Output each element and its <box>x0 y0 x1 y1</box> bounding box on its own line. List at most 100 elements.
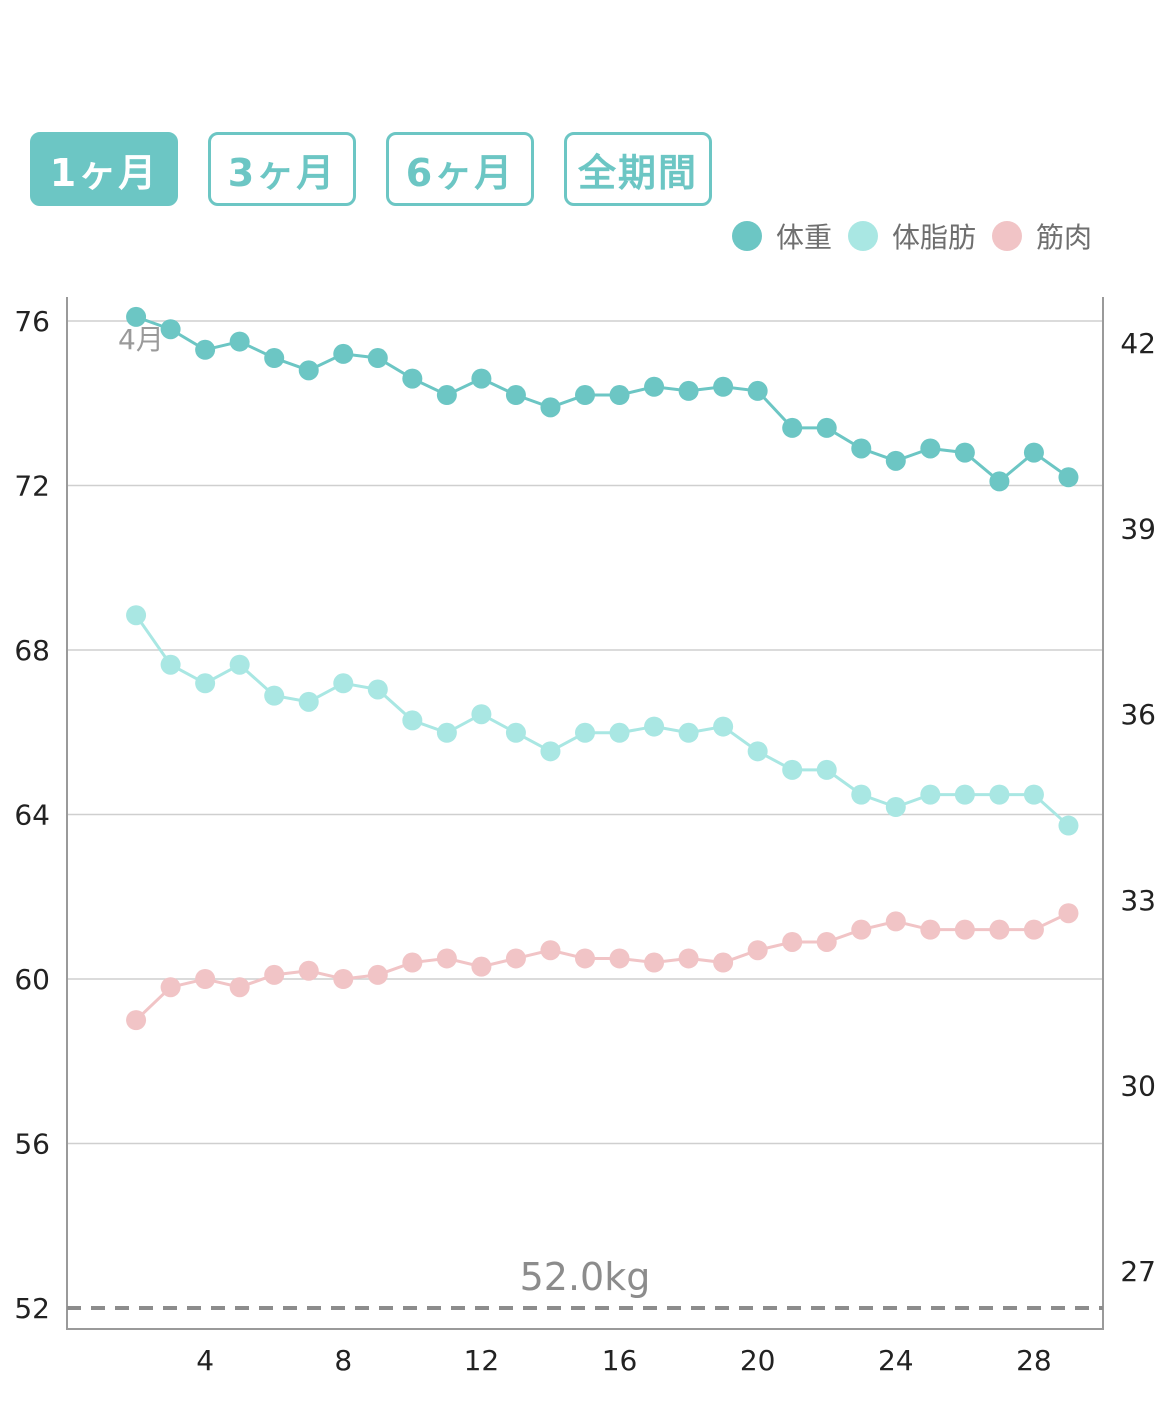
data-point <box>678 380 699 401</box>
tab-1-month[interactable]: 1ヶ月 <box>30 132 178 206</box>
y-left-tick-label: 56 <box>14 1128 50 1161</box>
data-point <box>713 376 734 397</box>
data-point <box>678 948 699 969</box>
legend-item-muscle: 筋肉 <box>991 216 1092 256</box>
x-tick-label: 4 <box>196 1344 214 1377</box>
y-left-tick-label: 72 <box>14 470 50 503</box>
data-point <box>644 952 665 973</box>
series-weight <box>126 306 1079 492</box>
data-point <box>367 964 388 985</box>
data-point <box>333 673 354 694</box>
data-point <box>505 948 526 969</box>
data-point <box>782 417 803 438</box>
data-point <box>609 948 630 969</box>
grid-lines <box>67 320 1103 1145</box>
series-body-fat <box>126 605 1079 836</box>
data-point <box>920 784 941 805</box>
data-point <box>1023 784 1044 805</box>
data-point <box>1058 815 1079 836</box>
data-point <box>885 911 906 932</box>
data-point <box>851 919 872 940</box>
axis-tick-labels: 76 72 68 64 60 56 52 42 39 36 33 30 27 4 8 12 16 20 24 28 <box>14 305 1156 1377</box>
data-point <box>402 952 423 973</box>
data-point <box>436 722 457 743</box>
data-point <box>885 797 906 817</box>
y-left-tick-label: 76 <box>14 305 50 338</box>
chart-legend: 体重 体脂肪 筋肉 <box>731 216 1092 256</box>
data-point <box>298 360 319 381</box>
data-point <box>298 691 319 712</box>
data-point <box>954 784 975 805</box>
data-point <box>713 716 734 737</box>
data-point <box>989 784 1010 805</box>
target-weight-label: 52.0kg <box>520 1255 651 1299</box>
tab-6-months[interactable]: 6ヶ月 <box>386 132 534 206</box>
data-point <box>782 931 803 952</box>
x-tick-label: 16 <box>602 1344 638 1377</box>
data-point <box>644 716 665 737</box>
data-point <box>609 385 630 406</box>
y-left-tick-label: 60 <box>14 963 50 996</box>
data-point <box>298 960 319 981</box>
data-point <box>747 380 768 401</box>
data-point <box>402 710 423 731</box>
y-right-tick-label: 30 <box>1120 1069 1156 1102</box>
y-left-tick-label: 64 <box>14 799 50 832</box>
data-point <box>885 450 906 471</box>
tab-3-months[interactable]: 3ヶ月 <box>208 132 356 206</box>
data-point <box>920 919 941 940</box>
legend-body-fat-label: 体脂肪 <box>891 221 976 254</box>
x-tick-label: 20 <box>740 1344 776 1377</box>
data-point <box>126 306 147 327</box>
data-point <box>816 931 837 952</box>
y-right-tick-label: 33 <box>1120 884 1156 917</box>
legend-weight-label: 体重 <box>775 221 832 254</box>
data-point <box>851 784 872 805</box>
legend-weight-dot <box>731 221 762 251</box>
data-point <box>678 722 699 743</box>
data-point <box>436 948 457 969</box>
x-tick-label: 12 <box>464 1344 500 1377</box>
data-point <box>160 977 181 998</box>
data-point <box>989 919 1010 940</box>
data-point <box>402 368 423 389</box>
data-point <box>1058 467 1079 488</box>
data-point <box>609 722 630 743</box>
data-point <box>782 759 803 780</box>
legend-body-fat-dot <box>847 221 878 251</box>
series-muscle <box>126 903 1079 1031</box>
data-point <box>126 605 147 626</box>
data-point <box>575 948 595 969</box>
legend-item-body-fat: 体脂肪 <box>847 216 976 256</box>
data-point <box>195 969 216 989</box>
data-point <box>816 759 837 780</box>
period-tabs: 1ヶ月 3ヶ月 6ヶ月 全期間 <box>30 132 712 206</box>
y-right-tick-label: 36 <box>1120 698 1156 731</box>
y-right-tick-label: 27 <box>1120 1255 1156 1288</box>
data-point <box>471 956 492 977</box>
data-point <box>540 940 561 961</box>
data-point <box>575 722 595 743</box>
data-point <box>954 442 975 463</box>
data-point <box>644 376 665 397</box>
data-point <box>195 673 216 694</box>
data-point <box>1023 442 1044 463</box>
data-point <box>195 339 216 360</box>
data-point <box>505 385 526 406</box>
data-point <box>816 417 837 438</box>
data-series <box>126 306 1079 1031</box>
data-point <box>989 471 1010 492</box>
data-point <box>954 919 975 940</box>
series-line <box>134 614 1070 827</box>
data-point <box>333 969 354 989</box>
data-point <box>264 685 285 706</box>
data-point <box>333 343 354 364</box>
data-point <box>367 679 388 700</box>
tab-all-period[interactable]: 全期間 <box>564 132 712 206</box>
series-line <box>135 911 1070 1022</box>
data-point <box>229 654 250 675</box>
data-point <box>540 741 561 762</box>
data-point <box>747 940 768 961</box>
data-point <box>851 438 872 459</box>
data-point <box>747 741 768 762</box>
